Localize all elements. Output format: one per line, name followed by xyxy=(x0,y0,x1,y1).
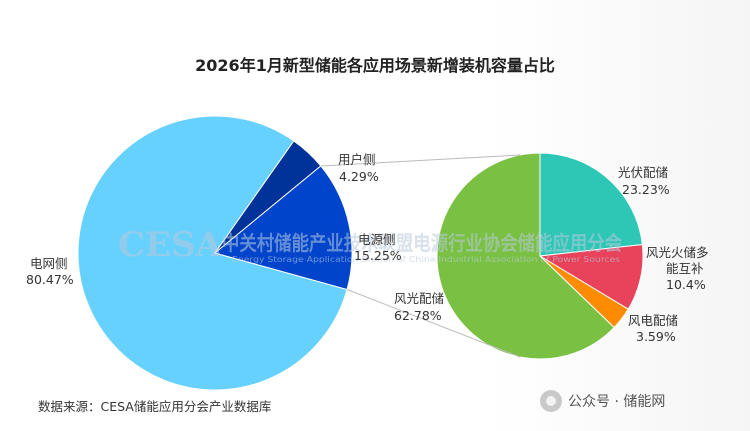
label-source-side-value: 15.25% xyxy=(354,248,402,263)
label-wind-storage-value: 3.59% xyxy=(636,329,676,344)
label-wind-pv-storage-value: 62.78% xyxy=(394,308,442,323)
main-pie-slice-0 xyxy=(77,115,348,391)
wechat-icon xyxy=(540,390,562,412)
label-multi-energy-name-2: 能互补 xyxy=(666,261,704,276)
label-user-side-name: 用户侧 xyxy=(338,152,376,167)
sub-pie xyxy=(436,152,644,360)
watermark: CESA 中关村储能产业技术联盟电源行业协会储能应用分会 Energy Stor… xyxy=(118,225,622,265)
main-pie xyxy=(77,115,353,391)
label-grid-side-value: 80.47% xyxy=(26,272,74,287)
connector-top xyxy=(320,154,521,167)
watermark-cn: 中关村储能产业技术联盟电源行业协会储能应用分会 xyxy=(222,231,622,255)
label-source-side-name: 电源侧 xyxy=(358,232,396,247)
label-wind-pv-storage-name: 风光配储 xyxy=(394,291,444,306)
connector-lines xyxy=(320,154,521,358)
chart-title: 2026年1月新型储能各应用场景新增装机容量占比 xyxy=(195,56,555,75)
label-multi-energy-value: 10.4% xyxy=(666,277,706,292)
label-wind-storage-name: 风电配储 xyxy=(628,313,678,328)
data-source-note: 数据来源：CESA储能应用分会产业数据库 xyxy=(38,399,272,414)
wechat-brand: 公众号 · 储能网 xyxy=(540,390,665,412)
main-pie-slice-2 xyxy=(213,165,353,291)
connector-bottom xyxy=(346,289,521,358)
label-multi-energy-name-1: 风光火储多 xyxy=(646,245,709,260)
sub-pie-slice-3 xyxy=(436,152,615,360)
label-pv-storage-name: 光伏配储 xyxy=(618,165,668,180)
watermark-cesa: CESA xyxy=(118,225,223,265)
watermark-en: Energy Storage Application Branch of Chi… xyxy=(232,255,620,264)
label-pv-storage-value: 23.23% xyxy=(622,182,670,197)
brand-text: 公众号 · 储能网 xyxy=(568,394,666,410)
label-grid-side-name: 电网侧 xyxy=(30,256,68,271)
sub-pie-slice-0 xyxy=(539,152,643,257)
label-user-side-value: 4.29% xyxy=(339,169,379,184)
